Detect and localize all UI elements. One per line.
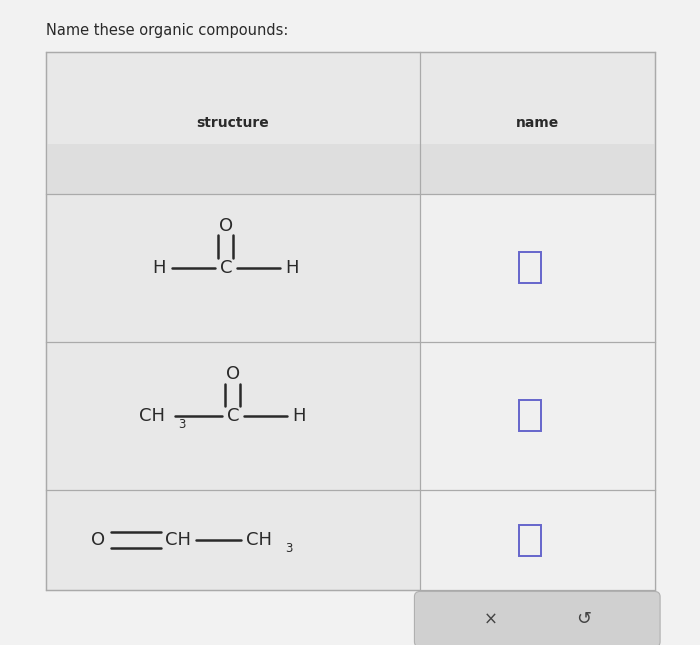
FancyBboxPatch shape [414, 591, 660, 645]
Text: CH: CH [246, 531, 272, 549]
Text: structure: structure [197, 115, 269, 130]
Text: C: C [227, 407, 239, 425]
Text: CH: CH [165, 531, 192, 549]
Bar [519, 524, 542, 555]
Text: CH: CH [139, 407, 165, 425]
Text: O: O [225, 365, 240, 383]
Bar [46, 52, 655, 590]
Text: C: C [220, 259, 232, 277]
Bar [46, 144, 655, 194]
Text: 3: 3 [178, 418, 186, 431]
Text: O: O [91, 531, 105, 549]
Bar [420, 490, 654, 590]
Text: H: H [153, 259, 166, 277]
Bar [420, 342, 654, 490]
Bar [420, 194, 654, 342]
Text: Name these organic compounds:: Name these organic compounds: [46, 23, 288, 37]
Text: ×: × [484, 610, 497, 628]
Text: 3: 3 [285, 542, 292, 555]
Bar [519, 252, 542, 283]
Text: name: name [516, 115, 559, 130]
Text: ↺: ↺ [577, 610, 592, 628]
Bar [519, 401, 542, 432]
Text: H: H [286, 259, 299, 277]
Text: H: H [293, 407, 306, 425]
Text: O: O [218, 217, 233, 235]
